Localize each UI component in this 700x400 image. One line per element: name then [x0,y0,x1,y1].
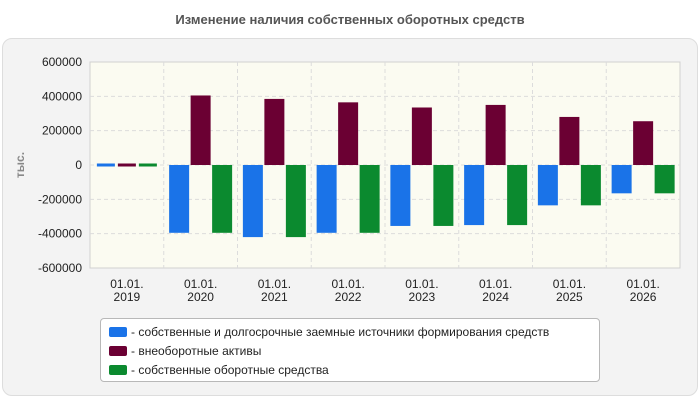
bar [242,165,263,238]
bar [169,165,190,233]
bar [559,116,580,165]
x-tick-label: 01.01. 2025 [553,277,586,304]
bar [117,163,136,167]
x-tick-label: 01.01. 2020 [184,277,217,304]
x-tick-label: 01.01. 2024 [479,277,512,304]
x-tick-labels: 01.01. 2019 01.01. 2020 01.01. 2021 01.01. 2022… [110,277,660,304]
bar [464,165,485,226]
bar [285,165,306,238]
y-tick-label: 400000 [42,89,82,103]
bar [190,95,211,165]
legend-item: - собственные оборотные средства [109,360,591,379]
x-tick-label: 01.01. 2026 [626,277,659,304]
legend-label: - собственные оборотные средства [131,362,329,377]
bars-layer [96,95,675,238]
bar [264,98,285,165]
legend-swatch [109,345,127,356]
legend: - собственные и долгосрочные заемные ист… [100,318,600,382]
y-tick-label: -400000 [38,227,82,241]
bar [96,163,115,167]
y-tick-labels: 600000 400000 200000 0 -200000 -400000 -600000 [38,55,82,275]
bar [138,163,157,167]
bar [411,107,432,165]
bar [654,165,675,194]
y-tick-label: 200000 [42,124,82,138]
legend-item: - внеоборотные активы [109,341,591,360]
y-tick-label: -600000 [38,261,82,275]
bar [485,104,506,165]
chart-title: Изменение наличия собственных оборотных … [175,12,525,27]
y-tick-label: -200000 [38,192,82,206]
bar [433,165,454,226]
bar [316,165,337,233]
legend-item: - собственные и долгосрочные заемные ист… [109,322,591,341]
legend-label: - собственные и долгосрочные заемные ист… [131,324,550,339]
bar [580,165,601,206]
x-tick-label: 01.01. 2021 [258,277,291,304]
bar [507,165,528,226]
legend-swatch [109,364,127,375]
bar [390,165,411,226]
y-tick-label: 0 [75,158,82,172]
x-tick-label: 01.01. 2023 [405,277,438,304]
x-tick-label: 01.01. 2019 [110,277,143,304]
y-axis-label: тыс. [13,152,27,178]
bar [359,165,380,233]
bar [212,165,233,233]
y-tick-label: 600000 [42,55,82,69]
x-tick-label: 01.01. 2022 [331,277,364,304]
legend-swatch [109,326,127,337]
bar [633,121,654,165]
bar [611,165,632,194]
legend-label: - внеоборотные активы [131,343,262,358]
bar [537,165,558,206]
bar [338,102,359,165]
